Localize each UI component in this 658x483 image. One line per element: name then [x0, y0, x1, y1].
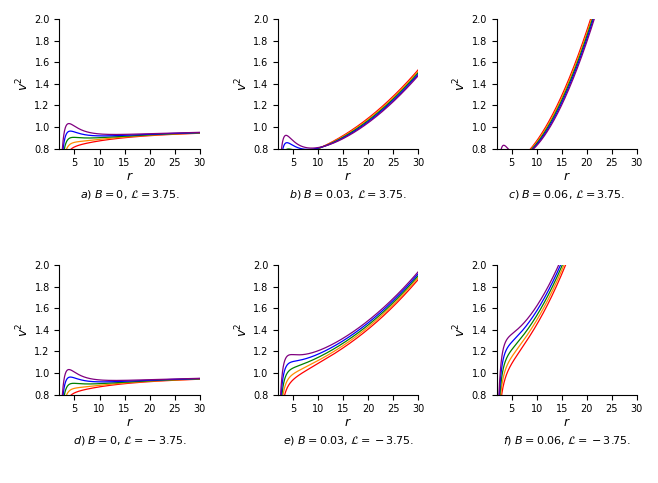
Y-axis label: $v^2$: $v^2$ — [234, 323, 250, 337]
Text: $c$) $B = 0.06$, $\mathcal{L} = 3.75$.: $c$) $B = 0.06$, $\mathcal{L} = 3.75$. — [509, 187, 625, 200]
X-axis label: $r$: $r$ — [563, 416, 570, 429]
Y-axis label: $v^2$: $v^2$ — [15, 76, 32, 91]
Text: $e$) $B = 0.03$, $\mathcal{L} = -3.75$.: $e$) $B = 0.03$, $\mathcal{L} = -3.75$. — [282, 434, 414, 446]
Text: $d$) $B = 0$, $\mathcal{L} = -3.75$.: $d$) $B = 0$, $\mathcal{L} = -3.75$. — [73, 434, 186, 446]
X-axis label: $r$: $r$ — [563, 170, 570, 183]
Y-axis label: $v^2$: $v^2$ — [234, 76, 250, 91]
Text: $f$) $B = 0.06$, $\mathcal{L} = -3.75$.: $f$) $B = 0.06$, $\mathcal{L} = -3.75$. — [503, 434, 631, 446]
X-axis label: $r$: $r$ — [126, 170, 134, 183]
Y-axis label: $v^2$: $v^2$ — [452, 76, 468, 91]
X-axis label: $r$: $r$ — [126, 416, 134, 429]
Text: $b$) $B = 0.03$, $\mathcal{L} = 3.75$.: $b$) $B = 0.03$, $\mathcal{L} = 3.75$. — [290, 187, 407, 200]
X-axis label: $r$: $r$ — [344, 170, 352, 183]
Text: $a$) $B = 0$, $\mathcal{L} = 3.75$.: $a$) $B = 0$, $\mathcal{L} = 3.75$. — [80, 187, 180, 200]
X-axis label: $r$: $r$ — [344, 416, 352, 429]
Y-axis label: $v^2$: $v^2$ — [15, 323, 32, 337]
Y-axis label: $v^2$: $v^2$ — [452, 323, 468, 337]
